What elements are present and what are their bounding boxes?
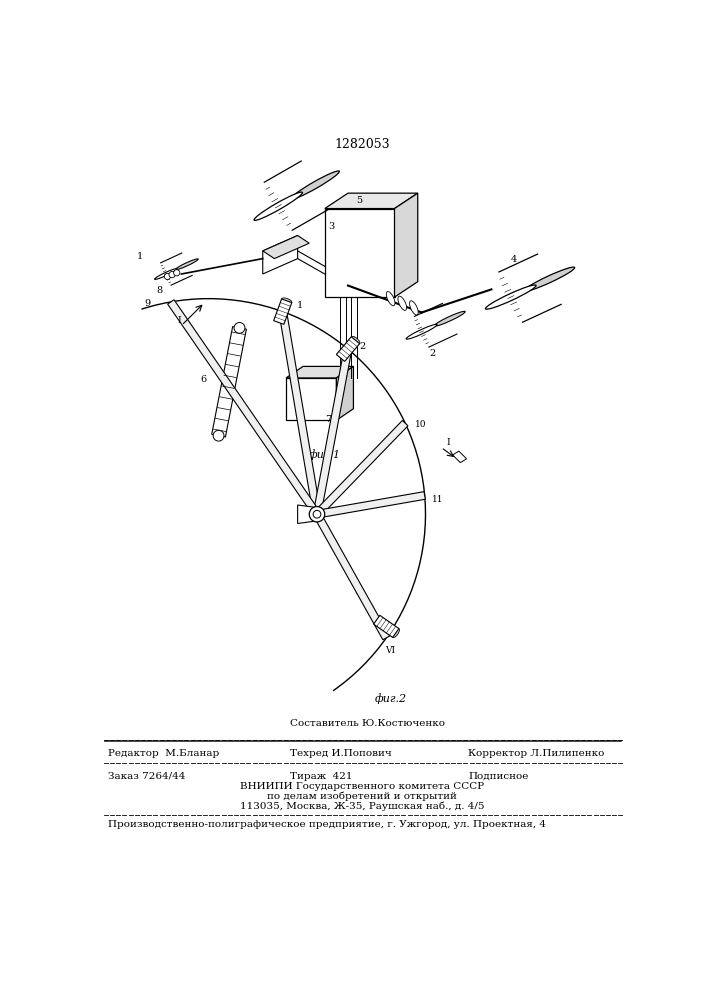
- Polygon shape: [279, 311, 321, 515]
- Text: 2: 2: [360, 342, 366, 351]
- Polygon shape: [314, 512, 390, 640]
- Polygon shape: [325, 193, 418, 209]
- Text: VI: VI: [385, 646, 395, 655]
- Polygon shape: [286, 378, 337, 420]
- Circle shape: [174, 270, 180, 276]
- Text: 11: 11: [433, 495, 444, 504]
- Text: Заказ 7264/44: Заказ 7264/44: [107, 772, 185, 781]
- Polygon shape: [298, 505, 321, 523]
- Ellipse shape: [392, 628, 399, 638]
- Text: 9: 9: [144, 299, 151, 308]
- Text: 4: 4: [510, 255, 517, 264]
- Text: 5: 5: [356, 196, 362, 205]
- Text: 10: 10: [414, 420, 426, 429]
- Ellipse shape: [351, 336, 360, 344]
- Polygon shape: [211, 327, 246, 437]
- Polygon shape: [263, 235, 298, 274]
- Ellipse shape: [434, 311, 465, 326]
- Polygon shape: [274, 299, 292, 324]
- Text: фиг.2: фиг.2: [375, 694, 407, 704]
- Polygon shape: [373, 615, 399, 637]
- Circle shape: [309, 507, 325, 522]
- Text: ВНИИПИ Государственного комитета СССР: ВНИИПИ Государственного комитета СССР: [240, 782, 484, 791]
- Circle shape: [213, 430, 224, 441]
- Text: 1: 1: [297, 301, 303, 310]
- Polygon shape: [325, 209, 395, 297]
- Polygon shape: [314, 420, 408, 517]
- Text: Производственно-полиграфическое предприятие, г. Ужгород, ул. Проектная, 4: Производственно-полиграфическое предприя…: [107, 820, 546, 829]
- Ellipse shape: [409, 301, 418, 315]
- Ellipse shape: [155, 269, 177, 279]
- Text: 7: 7: [325, 415, 331, 424]
- Ellipse shape: [386, 292, 395, 306]
- Ellipse shape: [175, 259, 198, 270]
- Ellipse shape: [398, 296, 407, 310]
- Circle shape: [234, 323, 245, 333]
- Circle shape: [313, 510, 321, 518]
- Ellipse shape: [486, 285, 536, 309]
- Text: Корректор Л.Пилипенко: Корректор Л.Пилипенко: [468, 749, 604, 758]
- Text: 3: 3: [329, 222, 335, 231]
- Polygon shape: [313, 348, 352, 515]
- Text: Тираж  421: Тираж 421: [290, 772, 352, 781]
- Text: Техред И.Попович: Техред И.Попович: [290, 749, 392, 758]
- Text: 8: 8: [156, 286, 162, 295]
- Text: I: I: [177, 316, 181, 325]
- Ellipse shape: [281, 298, 292, 304]
- Text: 113035, Москва, Ж-35, Раушская наб., д. 4/5: 113035, Москва, Ж-35, Раушская наб., д. …: [240, 801, 484, 811]
- Text: 1282053: 1282053: [334, 138, 390, 151]
- Ellipse shape: [291, 171, 339, 199]
- Text: Подписное: Подписное: [468, 772, 529, 781]
- Polygon shape: [452, 451, 467, 463]
- Circle shape: [169, 272, 175, 278]
- Text: I: I: [446, 438, 450, 447]
- Text: Составитель Ю.Костюченко: Составитель Ю.Костюченко: [290, 719, 445, 728]
- Text: 2: 2: [429, 349, 436, 358]
- Text: 6: 6: [201, 375, 207, 384]
- Polygon shape: [395, 193, 418, 297]
- Circle shape: [164, 273, 170, 280]
- Text: 1: 1: [136, 252, 143, 261]
- Text: по делам изобретений и открытий: по делам изобретений и открытий: [267, 791, 457, 801]
- Polygon shape: [263, 235, 309, 259]
- Ellipse shape: [524, 267, 575, 291]
- Ellipse shape: [406, 324, 437, 339]
- Text: Редактор  М.Бланар: Редактор М.Бланар: [107, 749, 219, 758]
- Polygon shape: [168, 300, 320, 516]
- Text: фиг.1: фиг.1: [309, 450, 341, 460]
- Polygon shape: [286, 366, 354, 378]
- Polygon shape: [316, 492, 426, 518]
- Polygon shape: [337, 337, 360, 361]
- Ellipse shape: [254, 192, 303, 220]
- Polygon shape: [337, 366, 354, 420]
